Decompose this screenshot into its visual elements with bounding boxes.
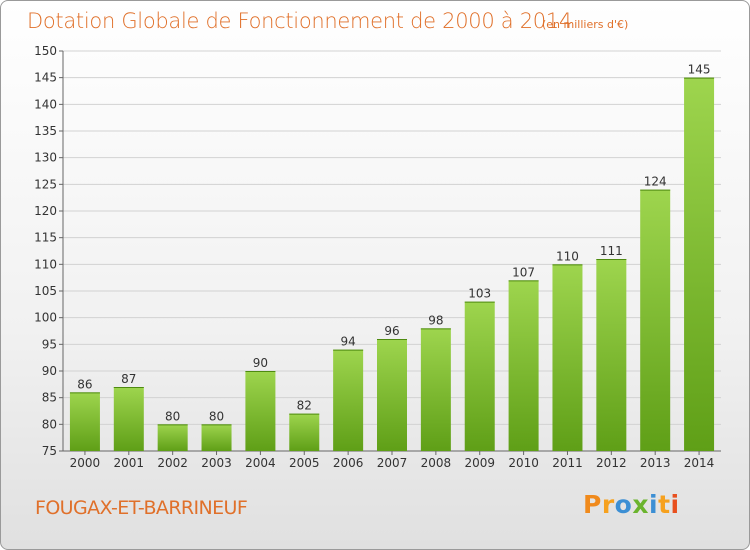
y-tick-label: 145 (34, 71, 57, 85)
chart-subtitle: (en milliers d'€) (542, 18, 629, 31)
data-label: 145 (688, 63, 711, 77)
bar (333, 349, 364, 451)
data-label: 107 (512, 265, 535, 279)
bar (201, 424, 232, 451)
y-tick-label: 115 (34, 231, 57, 245)
y-tick-label: 130 (34, 151, 57, 165)
x-tick-label: 2005 (289, 456, 320, 470)
bar (640, 189, 671, 451)
bar (552, 264, 583, 451)
bar (157, 424, 188, 451)
bar (113, 387, 144, 451)
y-tick-label: 85 (42, 391, 57, 405)
data-label: 87 (121, 372, 136, 386)
bar (289, 413, 320, 451)
y-tick-label: 125 (34, 177, 57, 191)
bar (464, 301, 495, 451)
logo-letter: i (670, 490, 680, 519)
x-tick-label: 2007 (377, 456, 408, 470)
x-tick-label: 2013 (640, 456, 671, 470)
bar (508, 280, 539, 451)
y-tick-label: 80 (42, 417, 57, 431)
y-tick-label: 95 (42, 337, 57, 351)
y-tick-label: 135 (34, 124, 57, 138)
data-label: 86 (77, 377, 92, 391)
data-label: 110 (556, 249, 579, 263)
data-label: 80 (165, 409, 180, 423)
bar (245, 371, 276, 451)
logo-letter: r (601, 490, 615, 519)
data-label: 96 (384, 324, 399, 338)
data-label: 80 (209, 409, 224, 423)
bar (596, 259, 627, 451)
y-tick-label: 140 (34, 97, 57, 111)
y-tick-label: 120 (34, 204, 57, 218)
commune-name: FOUGAX-ET-BARRINEUF (35, 497, 248, 519)
labels: 75 80 85 90 95 100 105 110 115 120 125 130 135 140 145… (34, 44, 714, 470)
x-tick-label: 2014 (684, 456, 715, 470)
data-label: 94 (340, 335, 355, 349)
y-tick-label: 90 (42, 364, 57, 378)
logo-letter: P (583, 490, 602, 519)
x-tick-label: 2004 (245, 456, 276, 470)
x-tick-label: 2012 (596, 456, 627, 470)
logo-letter: x (632, 490, 649, 519)
logo-letter: i (649, 490, 659, 519)
data-label: 103 (468, 287, 491, 301)
bar (69, 392, 100, 451)
x-tick-label: 2008 (421, 456, 452, 470)
x-tick-label: 2006 (333, 456, 364, 470)
y-tick-label: 150 (34, 44, 57, 58)
logo-letter: t (658, 490, 671, 519)
bar (420, 328, 451, 451)
data-label: 98 (428, 313, 443, 327)
x-tick-label: 2002 (157, 456, 188, 470)
proxiti-logo[interactable]: Proxiti (583, 490, 680, 519)
x-tick-label: 2001 (114, 456, 145, 470)
bar (377, 339, 407, 451)
data-label: 124 (644, 175, 667, 189)
data-label: 111 (600, 244, 623, 258)
x-tick-label: 2009 (464, 456, 495, 470)
data-label: 82 (297, 399, 312, 413)
y-tick-label: 100 (34, 311, 57, 325)
y-tick-label: 105 (34, 284, 57, 298)
bars (69, 77, 715, 452)
bar (684, 77, 715, 452)
x-tick-label: 2003 (201, 456, 232, 470)
y-tick-label: 75 (42, 444, 57, 458)
data-label: 90 (253, 356, 268, 370)
x-tick-label: 2000 (70, 456, 101, 470)
x-tick-label: 2010 (508, 456, 539, 470)
logo-letter: o (614, 490, 633, 519)
chart-title: Dotation Globale de Fonctionnement de 20… (27, 9, 572, 33)
x-tick-label: 2011 (552, 456, 583, 470)
y-tick-label: 110 (34, 257, 57, 271)
